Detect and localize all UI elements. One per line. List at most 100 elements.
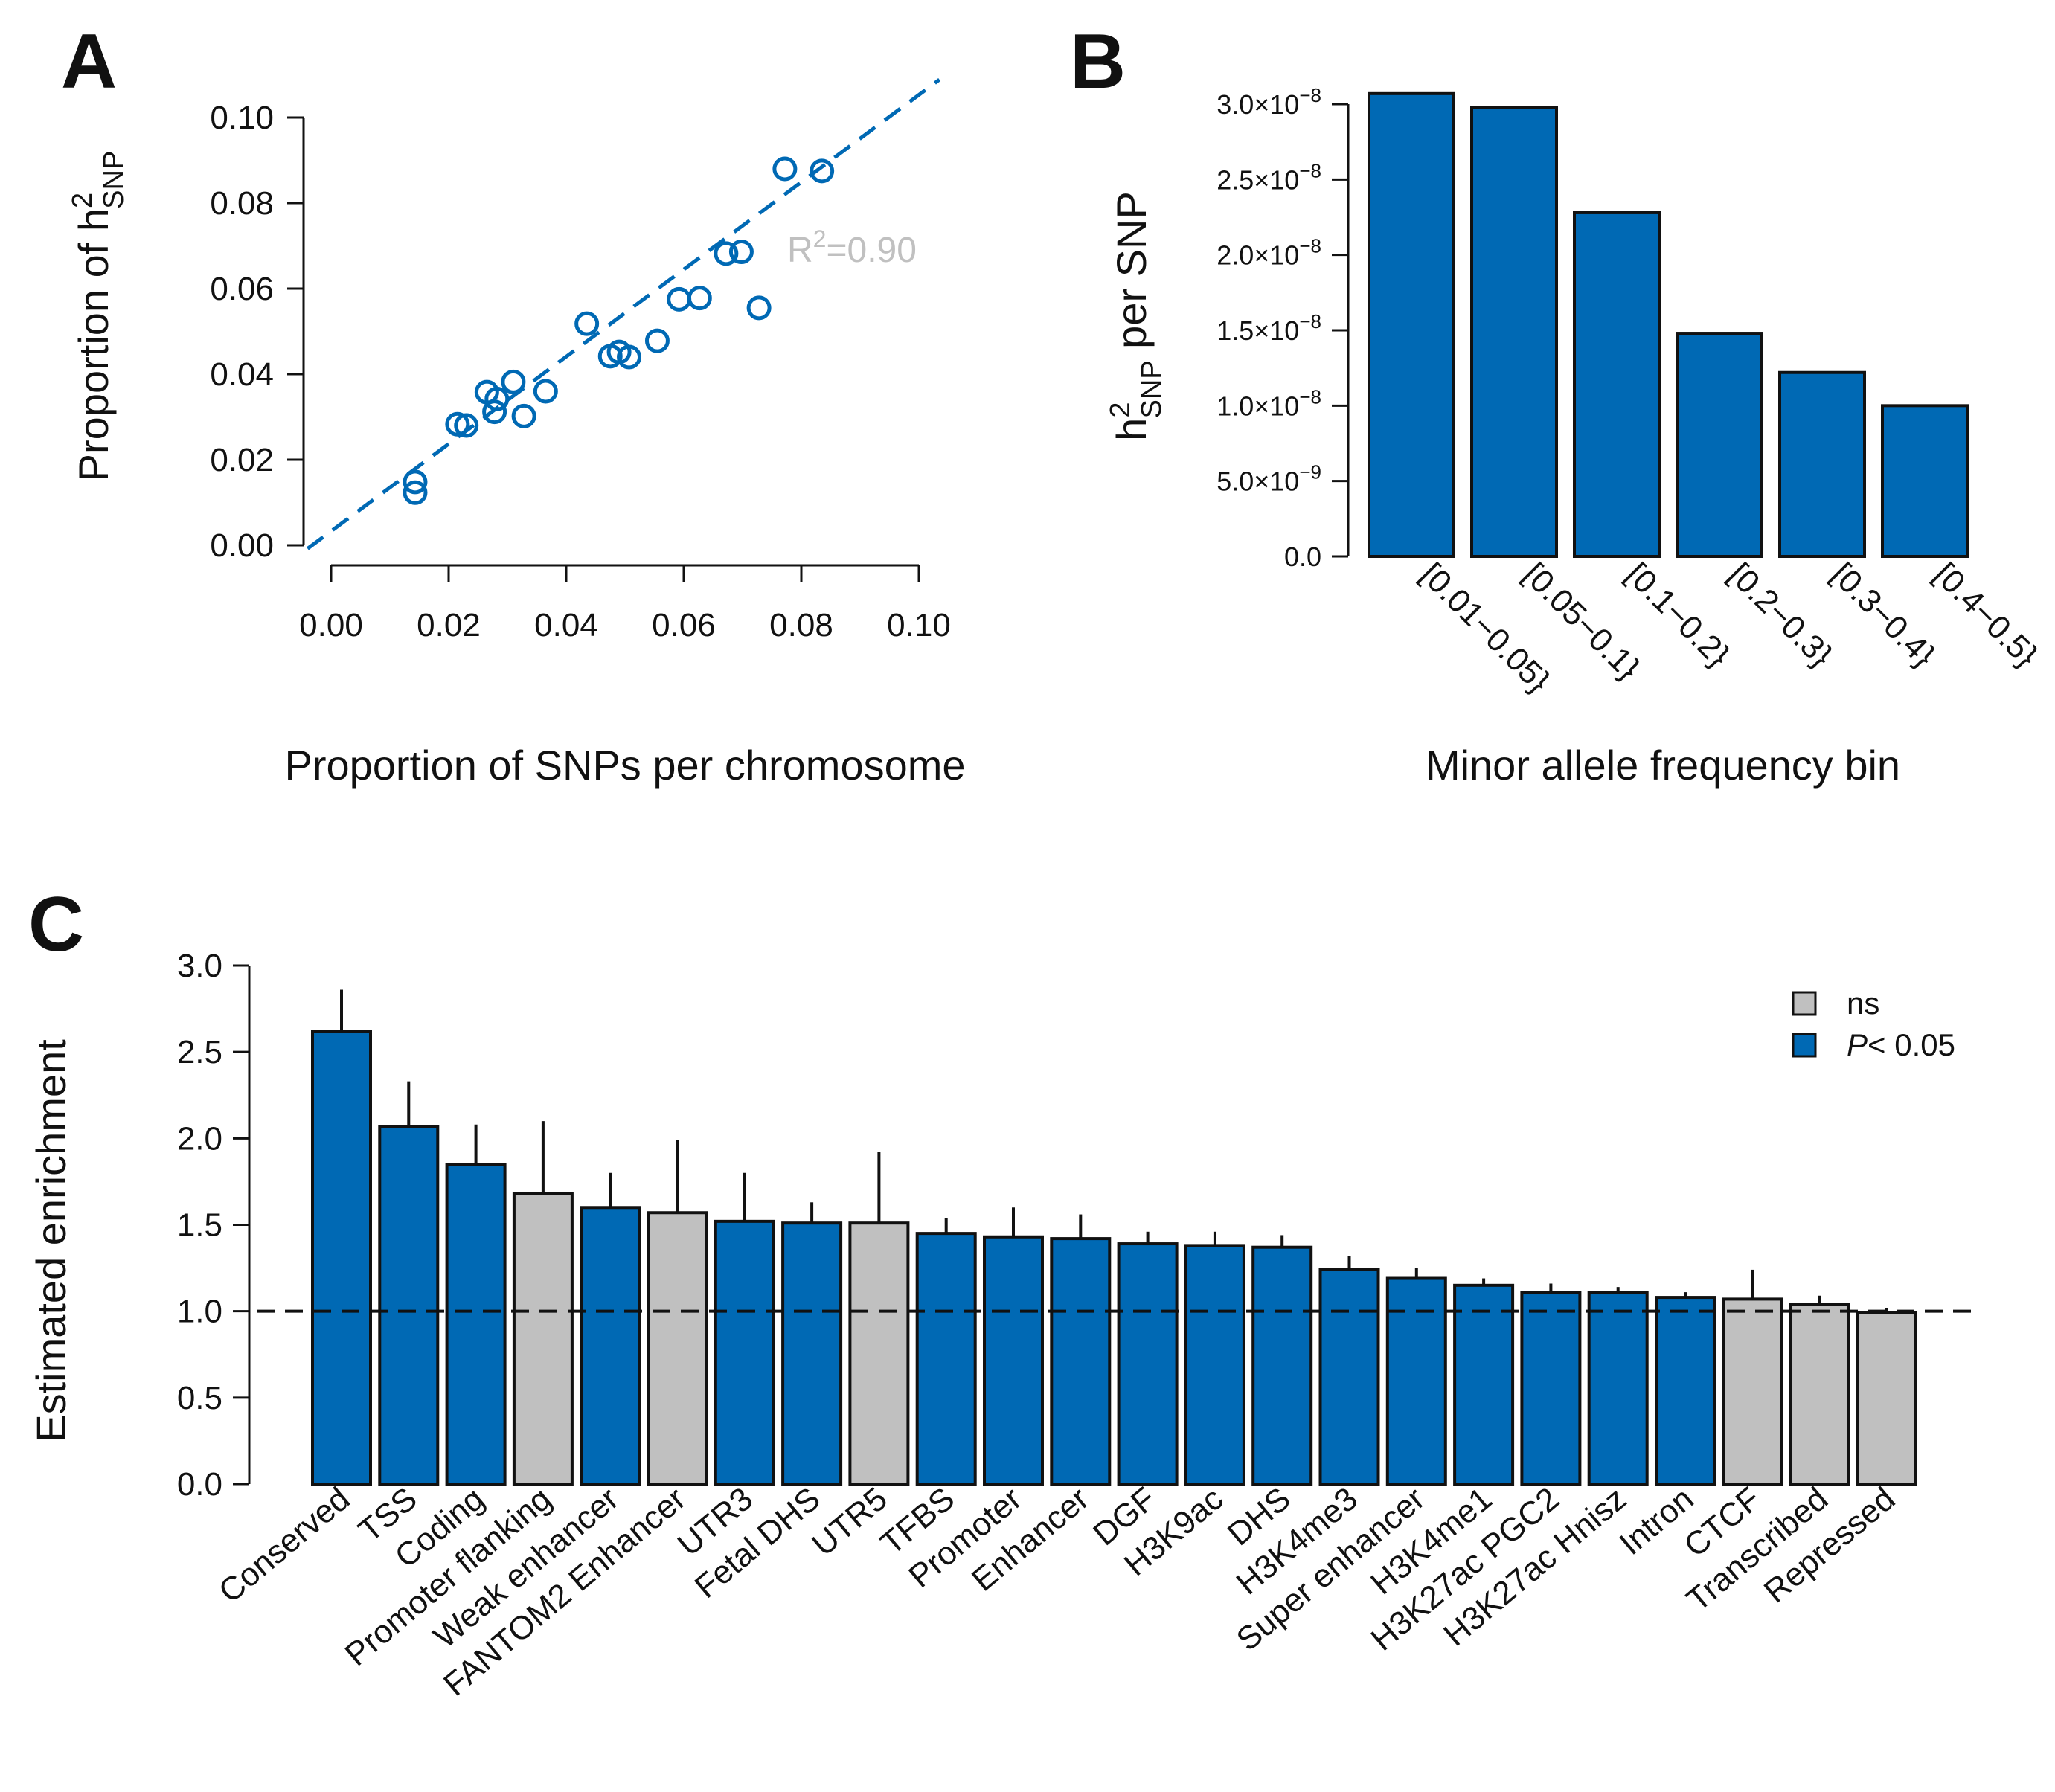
panel-b-bar [1573,211,1661,558]
panel-c-bar [1318,1268,1380,1486]
panel-c-bar-chart: C 0.0 0.5 1.0 1.5 2.0 2.5 3.0 ConservedTSSCodi… [28,881,1979,1703]
panel-c-y-tick-label: 1.5 [177,1207,222,1244]
panel-b-y-tick-base: 1.0×10 [1216,391,1299,421]
panel-a-point [810,158,835,184]
panel-c-bar [848,1221,910,1486]
panel-c-bar [378,1125,440,1486]
panel-a-fit-line-path [306,77,941,550]
panel-c-bar [1453,1283,1515,1486]
panel-c-bar [1587,1291,1649,1486]
panel-a-x-tick-label: 0.08 [769,607,833,643]
legend-label-sig: P< 0.05 [1847,1027,1955,1062]
panel-b-y-tick-exp: −9 [1299,461,1321,484]
panel-c-bar [1655,1296,1716,1486]
panel-a-point [511,403,536,428]
panel-b-y-tick-exp: −8 [1299,310,1321,333]
panel-b-category-label: [0.2−0.3} [1722,556,1839,673]
panel-a-r2-annotation: R2=0.90 [787,225,917,270]
panel-a-y-axis-title: Proportion of h2SNP [67,151,129,482]
panel-c-bar [311,1030,372,1486]
panel-a-x-tick-label: 0.06 [652,607,716,643]
panel-a-point [687,286,712,311]
panel-a-x-axis-title: Proportion of SNPs per chromosome [284,742,965,789]
panel-b-y-tick-label: 2.5×10−8 [1216,159,1321,195]
panel-b-y-tick-label: 5.0×10−9 [1216,461,1321,497]
panel-b-y-tick-base: 2.5×10 [1216,164,1299,195]
panel-c-bar [512,1192,574,1486]
panel-b-category-label: [0.3−0.4} [1824,556,1942,673]
panel-b-bars [1368,91,1969,558]
legend-swatch-sig [1792,1033,1817,1058]
panel-a-x-tick-label: 0.02 [417,607,481,643]
panel-b-y-tick-label: 0.0 [1284,542,1321,572]
panel-b-y-tick-label: 2.0×10−8 [1216,235,1321,271]
panel-a-y-tick-label: 0.08 [210,185,274,222]
panel-c-y-tick-label: 2.5 [177,1034,222,1070]
panel-c-y-axis-title: Estimated enrichment [28,1039,74,1442]
panel-b-y-tick-label: 1.5×10−8 [1216,310,1321,346]
panel-a-point [574,311,600,336]
panel-a-x-tick-label: 0.10 [887,607,951,643]
panel-b-y-tick-base: 1.5×10 [1216,315,1299,346]
panel-b-bar [1676,332,1763,558]
panel-c-bar [983,1235,1044,1486]
panel-a-point [667,286,692,312]
panel-c-bar [1856,1311,1917,1486]
panel-a-point [772,156,798,182]
panel-b-bar-chart: B 0.05.0×10−91.0×10−81.5×10−82.0×10−82.5… [1070,19,2045,789]
panel-c-bar [1385,1276,1447,1486]
panel-c-y-tick-label: 2.0 [177,1120,222,1157]
panel-c-y-tick-label: 0.0 [177,1466,222,1503]
panel-a-point [403,480,428,505]
panel-a-point [445,411,470,437]
panel-c-bars [311,989,1917,1486]
panel-a-x-axis: 0.00 0.02 0.04 0.06 0.08 0.10 [299,564,951,643]
panel-c-bar [781,1221,843,1486]
panel-b-y-axis-title: h2SNP per SNP [1105,191,1167,441]
panel-a-y-tick-label: 0.00 [210,527,274,564]
panel-b-y-tick-exp: −8 [1299,235,1321,257]
panel-c-bar [915,1232,977,1486]
panel-a-scatter-chart: A 0.00 0.02 0.04 0.06 0.08 0.10 0.00 0.02 0.04 0… [61,19,966,789]
panel-b-y-tick-label: 3.0×10−8 [1216,84,1321,120]
panel-a-x-tick-label: 0.04 [534,607,598,643]
panel-b-y-tick-exp: −8 [1299,84,1321,106]
panel-c-y-tick-label: 1.0 [177,1294,222,1330]
panel-b-y-tick-base: 2.0×10 [1216,240,1299,271]
panel-c-bar [580,1206,641,1486]
panel-c-category-label: Intron [1613,1480,1701,1562]
panel-b-y-tick-label: 1.0×10−8 [1216,385,1321,421]
panel-b-bar [1778,370,1866,558]
panel-b-y-tick-base: 0.0 [1284,542,1321,572]
panel-c-bar [1050,1237,1112,1486]
panel-a-y-tick-label: 0.06 [210,271,274,307]
panel-c-bar [1520,1291,1582,1486]
panel-c-bar [445,1163,507,1486]
panel-b-category-label: [0.4−0.5} [1927,556,2045,673]
panel-a-x-tick-label: 0.00 [299,607,363,643]
legend-label-ns: ns [1847,986,1879,1021]
panel-a-point [617,344,642,370]
panel-a-point [484,386,510,411]
panel-b-y-tick-base: 5.0×10 [1216,466,1299,497]
panel-a-point [403,469,428,495]
panel-c-legend: ns P< 0.05 [1792,986,1955,1062]
panel-a-letter: A [61,19,117,105]
panel-c-y-axis: 0.0 0.5 1.0 1.5 2.0 2.5 3.0 [177,948,251,1503]
panel-a-point [533,379,558,404]
panel-a-point [746,295,772,321]
panel-c-category-label: UTR5 [805,1480,894,1563]
panel-b-y-tick-exp: −8 [1299,159,1321,182]
panel-a-y-axis: 0.00 0.02 0.04 0.06 0.08 0.10 [210,100,305,564]
panel-c-bar [1117,1242,1179,1486]
panel-c-bar [714,1219,775,1486]
panel-b-y-axis: 0.05.0×10−91.0×10−81.5×10−82.0×10−82.5×1… [1216,84,1350,572]
panel-c-bar [647,1211,708,1486]
panel-c-bar [1722,1297,1783,1486]
panel-b-letter: B [1070,19,1126,105]
legend-swatch-ns [1792,991,1817,1016]
panel-b-bar [1368,91,1455,558]
panel-c-letter: C [28,881,84,968]
